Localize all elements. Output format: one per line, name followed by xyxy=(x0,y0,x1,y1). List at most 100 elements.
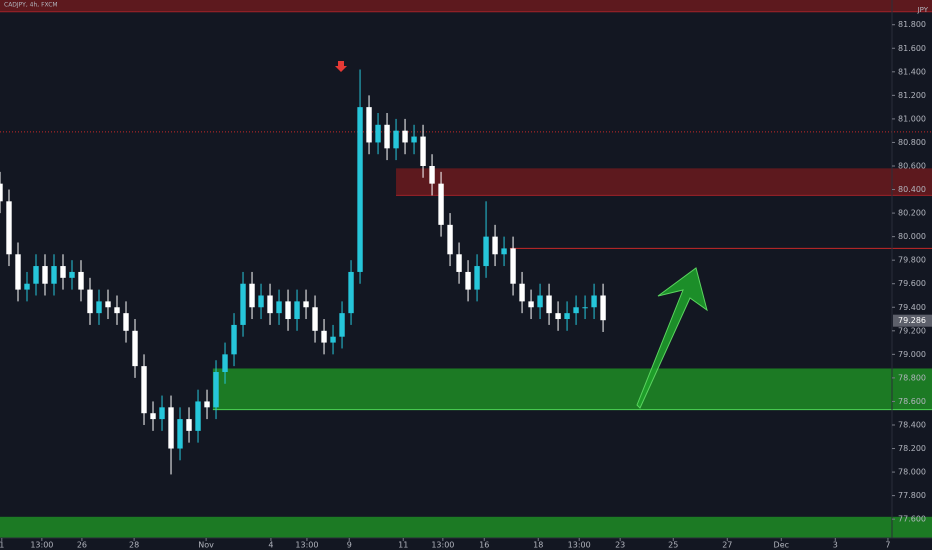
candle-body xyxy=(168,407,174,449)
y-tick-label: 81.200 xyxy=(898,91,926,100)
candle-body xyxy=(231,324,237,355)
candle-body xyxy=(96,301,102,314)
y-tick-label: 81.000 xyxy=(898,114,926,123)
candle-body xyxy=(15,254,21,290)
x-tick-label: 1 xyxy=(0,541,4,550)
zone xyxy=(212,368,932,410)
candle-body xyxy=(123,313,129,331)
candle-body xyxy=(537,295,543,308)
y-unit: JPY xyxy=(917,6,929,14)
candle-body xyxy=(492,236,498,255)
candle-body xyxy=(87,289,93,314)
candle-body xyxy=(321,330,327,343)
x-tick-label: 26 xyxy=(77,541,87,550)
x-tick-label: 7 xyxy=(885,541,890,550)
x-tick-label: 25 xyxy=(668,541,678,550)
last-price-label: 79.286 xyxy=(898,316,926,325)
x-tick-label: 28 xyxy=(129,541,139,550)
y-tick-label: 78.600 xyxy=(898,397,926,406)
x-tick-label: 13:00 xyxy=(568,541,591,550)
y-tick-label: 80.200 xyxy=(898,209,926,218)
candle-body xyxy=(510,248,516,284)
candle-body xyxy=(339,313,345,337)
candle-body xyxy=(312,307,318,331)
candle-body xyxy=(330,336,336,343)
x-tick-label: 23 xyxy=(615,541,625,550)
candle-body xyxy=(294,301,300,320)
candle-body xyxy=(555,313,561,320)
zone xyxy=(396,168,932,196)
last-price-tag xyxy=(893,314,932,327)
candle-body xyxy=(483,236,489,267)
y-tick-label: 80.600 xyxy=(898,161,926,170)
candle-body xyxy=(132,330,138,367)
candle-body xyxy=(591,295,597,308)
y-tick-label: 79.400 xyxy=(898,303,926,312)
y-tick-label: 80.800 xyxy=(898,138,926,147)
y-tick-label: 81.800 xyxy=(898,20,926,29)
candle-body xyxy=(285,301,291,320)
candle-body xyxy=(366,107,372,143)
y-tick-label: 78.800 xyxy=(898,373,926,382)
y-tick-label: 80.000 xyxy=(898,232,926,241)
candle-body xyxy=(267,295,273,314)
candle-body xyxy=(105,301,111,308)
x-tick-label: 9 xyxy=(347,541,352,550)
x-tick-label: Nov xyxy=(198,541,214,550)
candle-body xyxy=(375,124,381,143)
candle-body xyxy=(573,307,579,314)
candle-body xyxy=(204,401,210,408)
y-tick-label: 78.000 xyxy=(898,468,926,477)
y-tick-label: 79.800 xyxy=(898,256,926,265)
candle-body xyxy=(411,136,417,143)
candle-body xyxy=(6,201,12,255)
candle-body xyxy=(42,266,48,284)
y-tick-label: 78.200 xyxy=(898,444,926,453)
candle-body xyxy=(582,307,588,309)
y-tick-label: 79.200 xyxy=(898,326,926,335)
candle-body xyxy=(249,283,255,308)
candle-body xyxy=(393,130,399,149)
candle-body xyxy=(465,271,471,290)
y-tick-label: 79.000 xyxy=(898,350,926,359)
x-tick-label: 11 xyxy=(398,541,408,550)
candle-body xyxy=(78,271,84,290)
candle-body xyxy=(474,266,480,290)
up-arrow xyxy=(636,267,708,409)
x-tick-label: 13:00 xyxy=(295,541,318,550)
x-tick-label: Dec xyxy=(774,541,789,550)
candle-body xyxy=(384,124,390,149)
y-tick-label: 81.600 xyxy=(898,44,926,53)
y-tick-label: 80.400 xyxy=(898,185,926,194)
candle-body xyxy=(240,283,246,325)
candle-body xyxy=(447,224,453,255)
candle-body xyxy=(429,165,435,184)
x-tick-label: 13:00 xyxy=(30,541,53,550)
chart-title: CADJPY, 4h, FXCM xyxy=(4,2,58,9)
x-tick-label: 3 xyxy=(833,541,838,550)
x-tick-label: 13:00 xyxy=(431,541,454,550)
candle-body xyxy=(546,295,552,314)
candle-body xyxy=(213,372,219,408)
zone xyxy=(0,516,932,538)
candle-body xyxy=(69,271,75,278)
candle-body xyxy=(195,401,201,431)
candle-body xyxy=(303,301,309,308)
candle-body xyxy=(24,283,30,290)
candle-body xyxy=(177,419,183,449)
candle-body xyxy=(519,283,525,302)
candle-body xyxy=(33,266,39,284)
candle-body xyxy=(564,313,570,320)
candle-body xyxy=(51,266,57,284)
candle-body xyxy=(114,307,120,314)
y-tick-label: 78.400 xyxy=(898,420,926,429)
x-tick-label: 4 xyxy=(268,541,273,550)
candle-body xyxy=(186,419,192,431)
candle-body xyxy=(60,266,66,278)
candle-body xyxy=(258,295,264,308)
x-tick-label: 18 xyxy=(533,541,543,550)
y-tick-label: 77.800 xyxy=(898,491,926,500)
candle-body xyxy=(402,130,408,143)
